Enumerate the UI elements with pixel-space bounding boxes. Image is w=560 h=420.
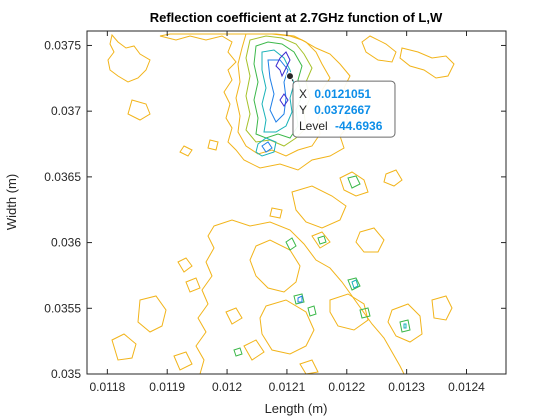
x-tick-label: 0.0118 (89, 380, 125, 394)
y-tick-label: 0.0375 (44, 38, 81, 52)
datatip-x-label: X (299, 87, 307, 101)
x-tick-label: 0.0119 (149, 380, 185, 394)
y-axis-label: Width (m) (4, 174, 19, 230)
datatip-x-value: 0.0121051 (314, 87, 371, 101)
x-tick-label: 0.0122 (328, 380, 365, 394)
y-tick-label: 0.036 (51, 236, 81, 250)
x-axis-label: Length (m) (265, 401, 328, 416)
y-tick-label: 0.037 (51, 104, 81, 118)
x-tick-label: 0.0124 (448, 380, 485, 394)
x-tick-label: 0.012 (212, 380, 242, 394)
y-tick-label: 0.0365 (44, 170, 81, 184)
datatip-level-label: Level (299, 119, 328, 133)
datatip-marker[interactable] (286, 73, 293, 80)
y-tick-label: 0.035 (51, 367, 81, 381)
datatip-level-value: -44.6936 (335, 119, 383, 133)
chart-title: Reflection coefficient at 2.7GHz functio… (150, 10, 443, 25)
datatip[interactable]: X 0.0121051 Y 0.0372667 Level -44.6936 (286, 73, 395, 137)
datatip-y-value: 0.0372667 (314, 103, 371, 117)
y-tick-label: 0.0355 (44, 301, 81, 315)
x-tick-label: 0.0123 (388, 380, 425, 394)
datatip-y-label: Y (299, 103, 307, 117)
datatip-x-row: X 0.0121051 (299, 87, 371, 101)
datatip-y-row: Y 0.0372667 (299, 103, 371, 117)
x-tick-label: 0.0121 (269, 380, 306, 394)
datatip-level-row: Level -44.6936 (299, 119, 383, 133)
